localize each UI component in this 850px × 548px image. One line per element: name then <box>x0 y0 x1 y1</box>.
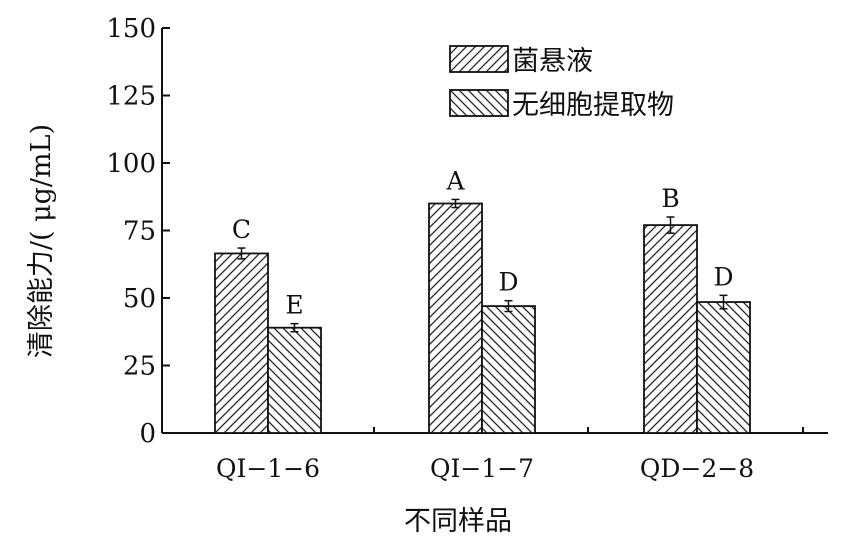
x-tick-label: QD−2−8 <box>640 454 754 483</box>
significance-label: C <box>232 215 251 244</box>
significance-label: E <box>285 291 303 320</box>
significance-label: D <box>713 262 733 291</box>
significance-label: B <box>661 184 679 213</box>
bar <box>481 305 536 434</box>
legend-label: 菌悬液 <box>512 46 593 77</box>
bars <box>214 202 751 434</box>
x-tick-label: QI−1−7 <box>430 454 534 483</box>
significance-label: A <box>445 166 465 195</box>
y-tick-label: 100 <box>106 149 156 179</box>
y-axis: 0 25 50 75 100 125 150 <box>106 14 170 449</box>
bar <box>643 224 698 434</box>
significance-labels: C E A D B D <box>232 166 734 319</box>
bar <box>696 301 751 434</box>
x-axis: QI−1−6 QI−1−7 QD−2−8 <box>162 427 828 483</box>
y-axis-title: 清除能力/( μg/mL) <box>26 124 57 358</box>
error-bars <box>237 198 728 333</box>
bar <box>267 326 322 434</box>
legend-swatch <box>449 89 509 117</box>
bar <box>214 252 269 434</box>
y-tick-label: 125 <box>106 82 156 112</box>
legend-label: 无细胞提取物 <box>512 90 674 121</box>
y-tick-label: 75 <box>123 217 156 247</box>
legend-swatch <box>449 45 509 73</box>
y-tick-label: 0 <box>139 419 156 449</box>
y-tick-label: 25 <box>123 352 156 382</box>
y-tick-label: 50 <box>123 284 156 314</box>
x-axis-title: 不同样品 <box>404 506 512 537</box>
significance-label: D <box>498 268 518 297</box>
x-tick-label: QI−1−6 <box>216 454 320 483</box>
bar <box>428 202 483 434</box>
y-tick-label: 150 <box>106 14 156 44</box>
